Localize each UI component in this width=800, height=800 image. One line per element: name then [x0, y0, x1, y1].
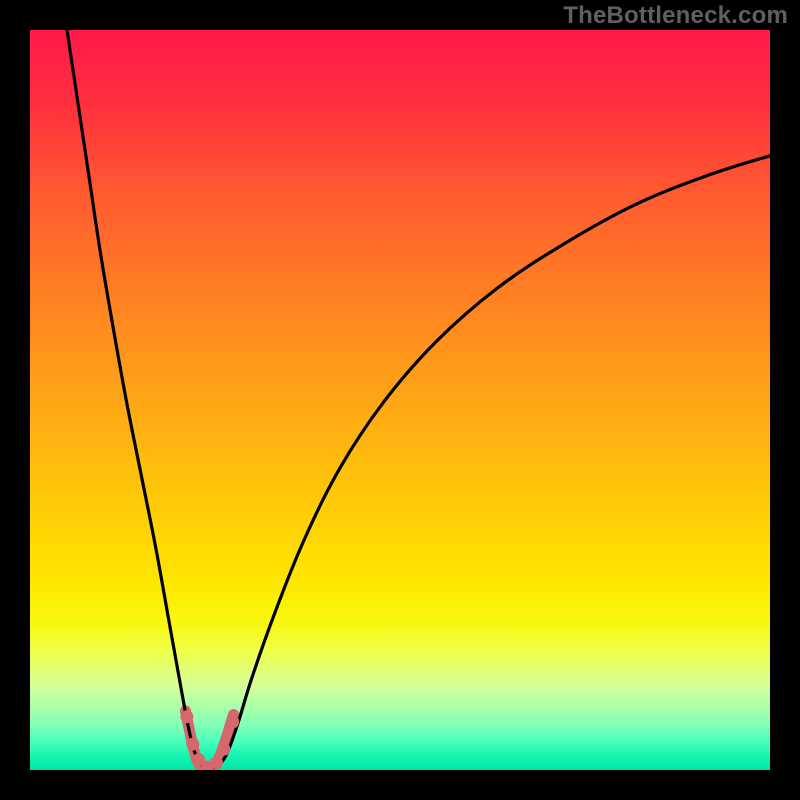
- watermark-text: TheBottleneck.com: [563, 2, 788, 30]
- chart-bottom-highlight-strip: [30, 622, 770, 755]
